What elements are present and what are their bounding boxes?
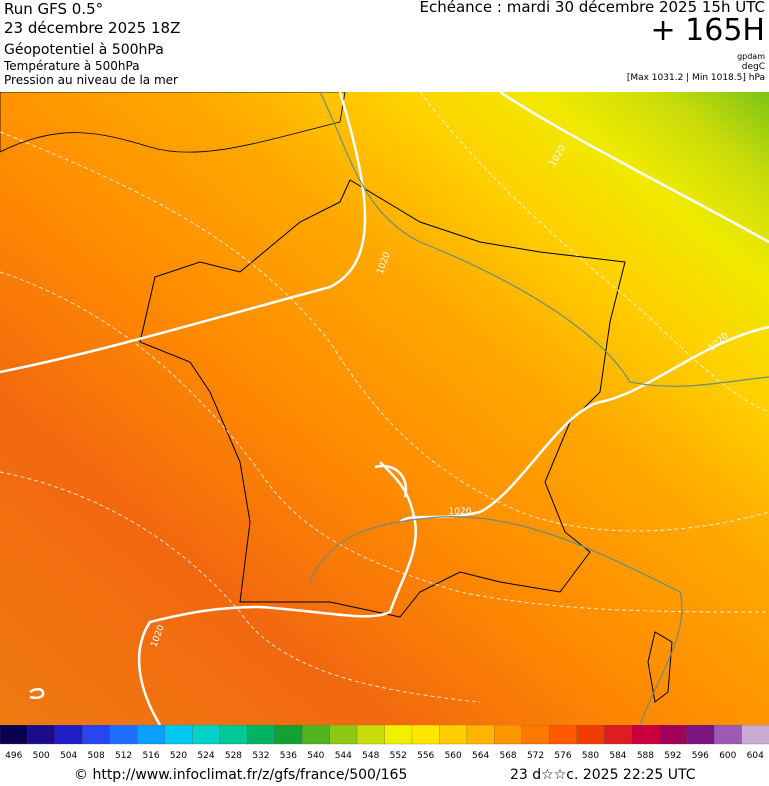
colorbar-label: 516 — [142, 751, 159, 761]
colorbar-swatch — [247, 725, 276, 745]
valid-time: Echéance : mardi 30 décembre 2025 15h UT… — [419, 0, 765, 16]
footer-timestamp: 23 d☆☆c. 2025 22:25 UTC — [510, 767, 696, 783]
colorbar-label: 588 — [637, 751, 654, 761]
colorbar-label: 568 — [499, 751, 516, 761]
colorbar-swatch — [604, 725, 633, 745]
colorbar-swatch — [631, 725, 660, 745]
colorbar-label: 508 — [88, 751, 105, 761]
colorbar-swatch — [329, 725, 358, 745]
colorbar-label: 584 — [609, 751, 626, 761]
colorbar-swatch — [411, 725, 441, 745]
colorbar-swatch — [219, 725, 248, 745]
colorbar-label: 548 — [362, 751, 379, 761]
colorbar-swatch — [109, 725, 138, 745]
colorbar-label: 576 — [554, 751, 571, 761]
colorbar-label: 544 — [335, 751, 352, 761]
colorbar-swatch — [658, 725, 688, 745]
colorbar-swatch — [741, 725, 769, 745]
run-label: Run GFS 0.5° — [4, 0, 104, 18]
colorbar-label: 600 — [719, 751, 736, 761]
colorbar-label: 512 — [115, 751, 132, 761]
colorbar-label: 560 — [445, 751, 462, 761]
coastline — [647, 631, 673, 703]
colorbar-swatch — [466, 725, 496, 745]
colorbar-label: 532 — [252, 751, 269, 761]
colorbar-swatch — [549, 725, 578, 745]
unit: degC — [741, 62, 765, 72]
colorbar-swatch — [494, 725, 523, 745]
colorbar-label: 556 — [417, 751, 434, 761]
coastline — [139, 179, 626, 618]
colorbar-swatch — [137, 725, 166, 745]
layer-label: Température à 500hPa — [4, 59, 140, 73]
run-date: 23 décembre 2025 18Z — [4, 19, 181, 37]
colorbar-swatch — [521, 725, 550, 745]
pressure-range: [Max 1031.2 | Min 1018.5] hPa — [626, 73, 765, 83]
colorbar-label: 552 — [390, 751, 407, 761]
colorbar: 496 500 504 508 512 516 520 524 528 532 536 540 544 5… — [0, 725, 769, 761]
colorbar-swatch — [576, 725, 605, 745]
colorbar-label: 604 — [747, 751, 764, 761]
colorbar-swatch — [356, 725, 386, 745]
colorbar-swatch — [301, 725, 331, 745]
colorbar-swatch — [164, 725, 193, 745]
colorbar-swatch — [192, 725, 221, 745]
coastline — [0, 92, 346, 153]
field — [0, 92, 769, 725]
colorbar-swatch — [27, 725, 56, 745]
colorbar-label: 592 — [664, 751, 681, 761]
colorbar-label: 580 — [582, 751, 599, 761]
layer-label: Pression au niveau de la mer — [4, 73, 178, 87]
colorbar-swatch — [54, 725, 84, 745]
colorbar-label: 524 — [197, 751, 214, 761]
isotherms — [0, 92, 769, 703]
colorbar-swatch — [384, 725, 413, 745]
colorbar-label: 564 — [472, 751, 489, 761]
colorbar-swatch — [439, 725, 468, 745]
colorbar-label: 504 — [60, 751, 77, 761]
colorbar-label: 528 — [225, 751, 242, 761]
isobar-minor — [309, 92, 769, 725]
colorbar-label: 536 — [280, 751, 297, 761]
unit: gpdam — [737, 52, 765, 61]
colorbar-label: 596 — [692, 751, 709, 761]
colorbar-label: 520 — [170, 751, 187, 761]
colorbar-swatch — [0, 725, 29, 745]
colorbar-label: 540 — [307, 751, 324, 761]
colorbar-swatch — [713, 725, 743, 745]
footer-url: © http://www.infoclimat.fr/z/gfs/france/… — [74, 767, 408, 783]
colorbar-swatch — [82, 725, 111, 745]
layer-label: Géopotentiel à 500hPa — [4, 42, 164, 58]
colorbar-swatch — [274, 725, 303, 745]
colorbar-label: 572 — [527, 751, 544, 761]
colorbar-label: 496 — [5, 751, 22, 761]
lead-time: + 165H — [650, 13, 766, 48]
contour-label: 1020 — [449, 507, 472, 517]
colorbar-swatch — [686, 725, 715, 745]
colorbar-label: 500 — [33, 751, 50, 761]
